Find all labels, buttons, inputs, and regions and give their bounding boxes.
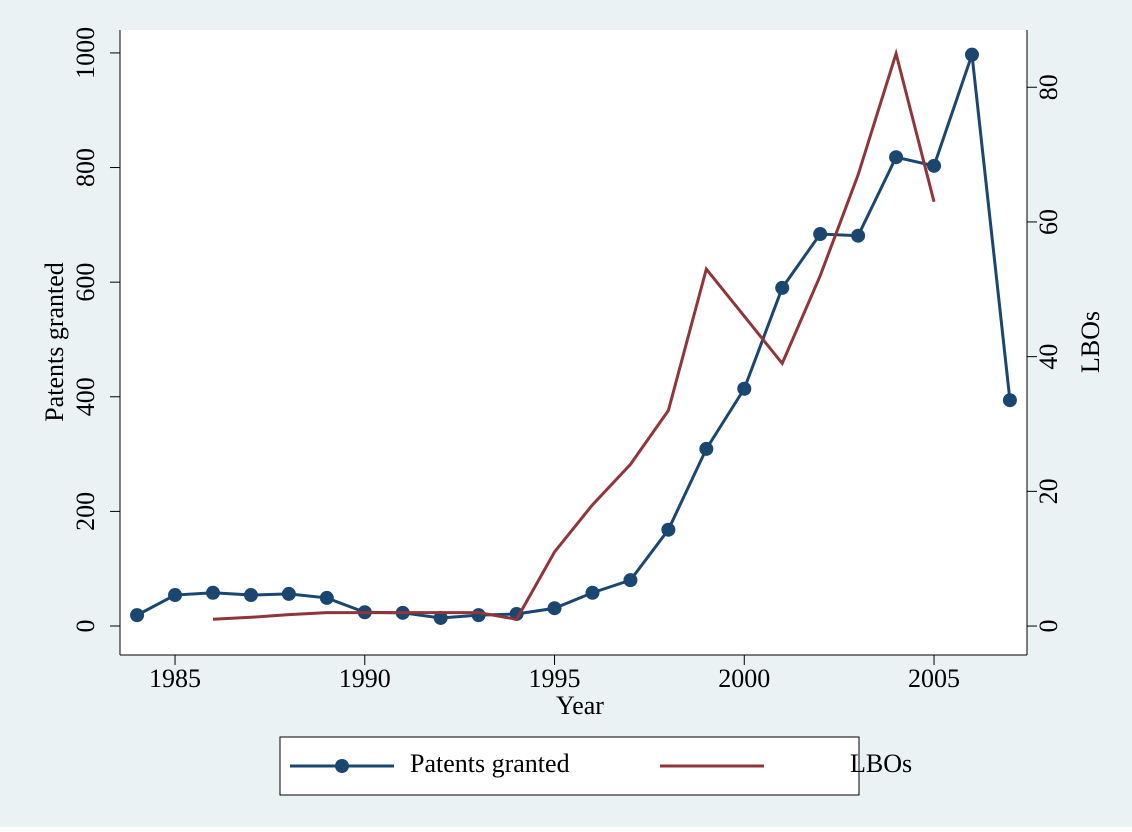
y2-tick-label: 40: [1034, 344, 1063, 370]
data-point: [661, 522, 676, 537]
y-tick-label: 800: [71, 148, 100, 187]
series-line: [212, 48, 936, 621]
plot-area: [120, 30, 1027, 655]
x-tick-label: 2005: [908, 664, 960, 693]
y-tick-label: 200: [71, 492, 100, 531]
x-tick-label: 1995: [529, 664, 581, 693]
y-tick-label: 600: [71, 263, 100, 302]
x-tick-label: 1990: [339, 664, 391, 693]
x-tick-label: 1985: [149, 664, 201, 693]
y-tick-label: 1000: [71, 27, 100, 79]
data-point: [623, 573, 638, 588]
x-axis-title: Year: [556, 691, 604, 720]
y2-tick-label: 20: [1034, 478, 1063, 504]
data-point: [471, 608, 486, 623]
data-point: [168, 588, 183, 603]
data-point: [1002, 393, 1017, 408]
data-point: [547, 601, 562, 616]
x-tick-label: 2000: [718, 664, 770, 693]
data-point: [813, 227, 828, 242]
data-point: [927, 158, 942, 173]
data-point: [130, 608, 145, 623]
data-point: [851, 228, 866, 243]
data-point: [319, 590, 334, 605]
legend-label: Patents granted: [410, 749, 570, 778]
y-axis-title: Patents granted: [40, 262, 69, 422]
data-point: [775, 280, 790, 295]
y2-tick-label: 0: [1034, 620, 1063, 633]
data-point: [281, 586, 296, 601]
y2-tick-label: 80: [1034, 74, 1063, 100]
data-point: [205, 585, 220, 600]
data-point: [585, 585, 600, 600]
data-point: [737, 381, 752, 396]
data-point: [964, 47, 979, 62]
data-point: [699, 441, 714, 456]
legend-label: LBOs: [850, 749, 912, 778]
data-point: [433, 610, 448, 625]
y-tick-label: 0: [71, 620, 100, 633]
data-point: [889, 150, 904, 165]
y-tick-label: 400: [71, 377, 100, 416]
data-point: [243, 588, 258, 603]
y2-axis-title: LBOs: [1076, 311, 1105, 373]
legend-marker: [335, 759, 349, 773]
y2-tick-label: 60: [1034, 209, 1063, 235]
